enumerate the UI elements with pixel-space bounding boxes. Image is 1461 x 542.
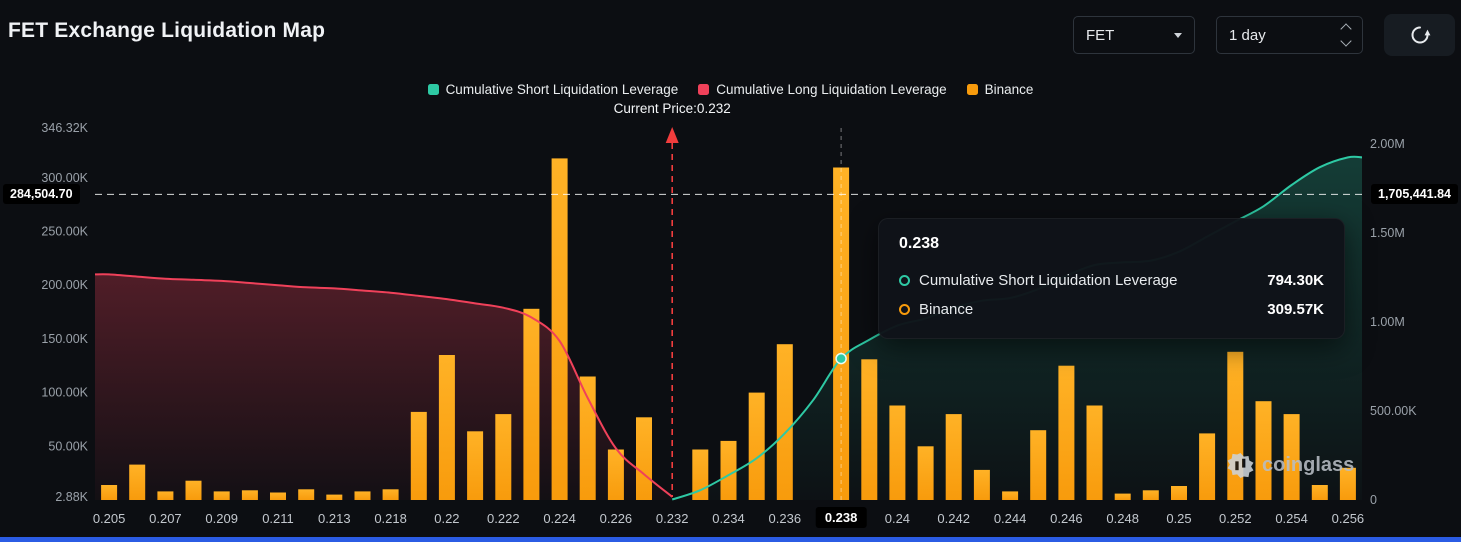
tooltip-series-label: Cumulative Short Liquidation Leverage (919, 272, 1178, 289)
page-title: FET Exchange Liquidation Map (8, 19, 326, 42)
tooltip-series-label: Binance (919, 301, 974, 318)
svg-text:0.226: 0.226 (600, 511, 633, 526)
svg-text:0.232: 0.232 (656, 511, 689, 526)
svg-text:0.205: 0.205 (93, 511, 126, 526)
legend-item[interactable]: Cumulative Long Liquidation Leverage (698, 82, 947, 97)
legend-swatch-icon (427, 84, 439, 95)
svg-text:0.224: 0.224 (543, 511, 576, 526)
legend: Cumulative Short Liquidation Leverage Cum… (0, 82, 1461, 97)
svg-text:2.88K: 2.88K (55, 490, 88, 504)
svg-text:0.242: 0.242 (937, 511, 970, 526)
svg-text:0.25: 0.25 (1166, 511, 1191, 526)
svg-text:500.00K: 500.00K (1370, 404, 1417, 418)
coinglass-logo-icon (1227, 453, 1254, 478)
refresh-button[interactable] (1384, 14, 1455, 56)
svg-text:0.256: 0.256 (1332, 511, 1365, 526)
svg-text:0.244: 0.244 (994, 511, 1027, 526)
svg-text:0.207: 0.207 (149, 511, 182, 526)
svg-text:250.00K: 250.00K (41, 225, 88, 239)
svg-text:0.211: 0.211 (262, 511, 294, 526)
symbol-select[interactable]: FET (1073, 16, 1195, 54)
legend-swatch-icon (698, 84, 710, 95)
interval-select[interactable]: 1 day (1216, 16, 1363, 54)
svg-text:0.209: 0.209 (205, 511, 238, 526)
tooltip-series-value: 309.57K (1267, 301, 1324, 318)
svg-text:2.00M: 2.00M (1370, 137, 1405, 151)
stepper-arrows (1340, 23, 1352, 47)
svg-text:300.00K: 300.00K (41, 171, 88, 185)
symbol-select-value: FET (1086, 26, 1115, 44)
svg-text:0.234: 0.234 (712, 511, 745, 526)
chevron-down-icon (1174, 32, 1182, 38)
tooltip-row: Binance 309.57K (899, 295, 1324, 324)
chart-tooltip: 0.238 Cumulative Short Liquidation Lever… (878, 218, 1345, 339)
svg-text:0.218: 0.218 (374, 511, 407, 526)
tooltip-series-value: 794.30K (1267, 272, 1324, 289)
svg-text:0.254: 0.254 (1275, 511, 1308, 526)
svg-text:0: 0 (1370, 493, 1377, 507)
tooltip-rows: Cumulative Short Liquidation Leverage 794… (899, 266, 1324, 324)
legend-label: Cumulative Long Liquidation Leverage (716, 82, 947, 97)
refresh-icon (1411, 26, 1430, 44)
tooltip-row: Cumulative Short Liquidation Leverage 794… (899, 266, 1324, 295)
crosshair-x-chip: 0.238 (815, 507, 867, 528)
series-marker-icon (899, 275, 910, 286)
current-price-label: Current Price:0.232 (613, 101, 731, 116)
bottom-scrollbar[interactable] (0, 537, 1461, 542)
svg-text:0.248: 0.248 (1106, 511, 1139, 526)
svg-text:346.32K: 346.32K (41, 121, 88, 135)
hline-left-value-chip: 284,504.70 (3, 184, 80, 205)
chevron-down-icon (1340, 35, 1352, 47)
legend-item[interactable]: Binance (966, 82, 1034, 97)
svg-text:0.236: 0.236 (769, 511, 802, 526)
coinglass-watermark-text: coinglass (1262, 454, 1355, 476)
interval-select-value: 1 day (1229, 26, 1266, 44)
svg-text:100.00K: 100.00K (41, 386, 88, 400)
svg-text:0.246: 0.246 (1050, 511, 1083, 526)
legend-label: Cumulative Short Liquidation Leverage (445, 82, 679, 97)
coinglass-watermark: coinglass (1227, 452, 1354, 479)
svg-text:0.222: 0.222 (487, 511, 520, 526)
series-marker-icon (899, 304, 910, 315)
tooltip-title: 0.238 (899, 235, 940, 252)
svg-text:150.00K: 150.00K (41, 332, 88, 346)
svg-text:200.00K: 200.00K (41, 278, 88, 292)
svg-text:1.00M: 1.00M (1370, 315, 1405, 329)
svg-text:0.22: 0.22 (434, 511, 459, 526)
hline-right-value-chip: 1,705,441.84 (1371, 184, 1458, 205)
legend-item[interactable]: Cumulative Short Liquidation Leverage (427, 82, 679, 97)
svg-text:0.213: 0.213 (318, 511, 351, 526)
legend-label: Binance (984, 82, 1034, 97)
svg-text:1.50M: 1.50M (1370, 226, 1405, 240)
header-controls: FET 1 day (1073, 14, 1455, 56)
svg-text:0.24: 0.24 (885, 511, 910, 526)
legend-swatch-icon (966, 84, 978, 95)
chevron-up-icon (1340, 23, 1352, 35)
svg-text:50.00K: 50.00K (48, 439, 88, 453)
svg-text:0.252: 0.252 (1219, 511, 1252, 526)
